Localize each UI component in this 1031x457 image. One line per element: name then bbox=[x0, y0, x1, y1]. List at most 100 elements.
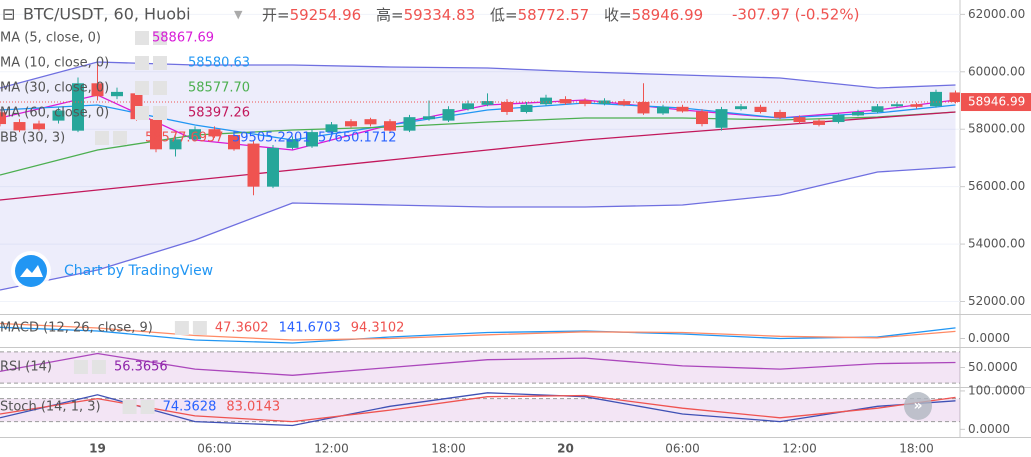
legend-value: 57650.1712 bbox=[318, 131, 397, 146]
legend-value: 47.3602 bbox=[215, 321, 269, 336]
ohlc-value: 59334.83 bbox=[404, 6, 476, 24]
scroll-button[interactable]: » bbox=[904, 392, 932, 420]
settings-button[interactable] bbox=[135, 56, 149, 70]
candle-body bbox=[72, 83, 84, 131]
settings-button[interactable] bbox=[122, 400, 137, 414]
indicator-line bbox=[0, 326, 956, 344]
ohlc-value: 59254.96 bbox=[290, 6, 362, 24]
candle-body bbox=[33, 123, 45, 130]
settings-button[interactable] bbox=[135, 81, 149, 95]
close-button[interactable] bbox=[153, 106, 167, 120]
indicator-line bbox=[0, 166, 956, 291]
candle-body bbox=[325, 124, 338, 133]
candle-body bbox=[715, 109, 728, 128]
y-tick-label: 58000.00 bbox=[968, 122, 1025, 136]
symbol-menu[interactable]: ▼ bbox=[234, 8, 243, 21]
legend-name[interactable]: MA (30, close, 0) bbox=[0, 81, 109, 96]
close-button[interactable] bbox=[153, 56, 167, 70]
legend-name[interactable]: MA (60, close, 0) bbox=[0, 106, 109, 121]
y-tick-label: 0.0000 bbox=[968, 422, 1010, 436]
settings-button[interactable] bbox=[135, 31, 149, 45]
indicator-line bbox=[0, 394, 956, 423]
legend-name[interactable]: BB (30, 3) bbox=[0, 131, 65, 146]
candle-body bbox=[637, 101, 650, 114]
indicator-line bbox=[0, 392, 956, 427]
ohlc-field: 低=58772.57 bbox=[490, 6, 589, 24]
legend-name[interactable]: MA (5, close, 0) bbox=[0, 31, 101, 46]
y-tick-label: 62000.00 bbox=[968, 7, 1025, 21]
settings-button[interactable] bbox=[95, 131, 109, 145]
legend-value: 141.6703 bbox=[279, 321, 341, 336]
legend-value: 56.3656 bbox=[114, 360, 168, 375]
candle-body bbox=[871, 106, 884, 112]
legend-value: 83.0143 bbox=[226, 400, 280, 415]
candle-body bbox=[189, 129, 201, 140]
ohlc-field: 收=58946.99 bbox=[604, 6, 703, 24]
candle-body bbox=[793, 117, 806, 123]
plot-layer bbox=[0, 58, 960, 427]
y-tick-label: 50.0000 bbox=[968, 360, 1018, 374]
candle-body bbox=[345, 121, 357, 127]
close-button[interactable] bbox=[153, 31, 167, 45]
symbol-icon: ⊟ bbox=[2, 5, 15, 24]
last-price-label: 58946.99 bbox=[968, 95, 1025, 109]
watermark: Chart by TradingView bbox=[64, 263, 213, 279]
close-button[interactable] bbox=[91, 360, 106, 374]
close-button[interactable] bbox=[113, 131, 127, 145]
close-button[interactable] bbox=[140, 400, 155, 414]
candle-body bbox=[423, 116, 435, 120]
candle-body bbox=[540, 97, 552, 105]
candle-body bbox=[598, 100, 611, 104]
legend-value: 58580.63 bbox=[188, 56, 250, 71]
legend-value: 59505.2201 bbox=[232, 131, 311, 146]
candle-body bbox=[462, 103, 474, 110]
ohlc-field: 高=59334.83 bbox=[376, 6, 475, 24]
x-tick-label: 19 bbox=[89, 442, 106, 456]
settings-button[interactable] bbox=[174, 321, 189, 335]
candle-body bbox=[169, 139, 182, 150]
candle-body bbox=[754, 106, 767, 112]
candle-body bbox=[403, 117, 416, 131]
close-button[interactable] bbox=[192, 321, 207, 335]
close-button[interactable] bbox=[153, 81, 167, 95]
candle-body bbox=[384, 121, 396, 131]
indicator-line bbox=[0, 111, 956, 201]
y-tick-label: 60000.00 bbox=[968, 64, 1025, 78]
x-tick-label: 06:00 bbox=[197, 442, 232, 456]
legend-value: 58397.26 bbox=[188, 106, 250, 121]
band-fill bbox=[0, 398, 960, 422]
settings-button[interactable] bbox=[135, 106, 149, 120]
legend-value: 94.3102 bbox=[351, 321, 405, 336]
ohlc-label: 开= bbox=[262, 6, 290, 24]
ohlc-field: 开=59254.96 bbox=[262, 6, 361, 24]
legend-name[interactable]: MACD (12, 26, close, 9) bbox=[0, 321, 153, 336]
candle-body bbox=[735, 106, 747, 110]
legend-name[interactable]: MA (10, close, 0) bbox=[0, 56, 109, 71]
candle-body bbox=[306, 132, 318, 147]
ohlc-value: 58772.57 bbox=[518, 6, 590, 24]
legend-name[interactable]: RSI (14) bbox=[0, 360, 52, 375]
candle-body bbox=[774, 111, 786, 118]
ohlc-label: 低= bbox=[490, 6, 518, 24]
y-tick-label: 100.0000 bbox=[968, 383, 1025, 397]
watermark-logo bbox=[11, 251, 51, 291]
legend-value: 58577.6957 bbox=[145, 131, 224, 146]
symbol-title[interactable]: BTC/USDT, 60, Huobi bbox=[23, 5, 191, 24]
x-tick-label: 12:00 bbox=[782, 442, 817, 456]
y-tick-label: 54000.00 bbox=[968, 237, 1025, 251]
candle-body bbox=[442, 109, 455, 121]
indicator-line bbox=[0, 111, 956, 176]
last-price-box bbox=[961, 93, 1031, 112]
x-tick-label: 18:00 bbox=[899, 442, 934, 456]
settings-button[interactable] bbox=[73, 360, 88, 374]
candle-body bbox=[267, 147, 279, 187]
ohlc-label: 高= bbox=[376, 6, 404, 24]
legend-name[interactable]: Stoch (14, 1, 3) bbox=[0, 400, 101, 415]
candle-body bbox=[501, 101, 513, 112]
y-tick-label: 52000.00 bbox=[968, 294, 1025, 308]
candle-body bbox=[910, 104, 923, 107]
candle-body bbox=[0, 112, 6, 125]
ohlc-value: 58946.99 bbox=[632, 6, 704, 24]
